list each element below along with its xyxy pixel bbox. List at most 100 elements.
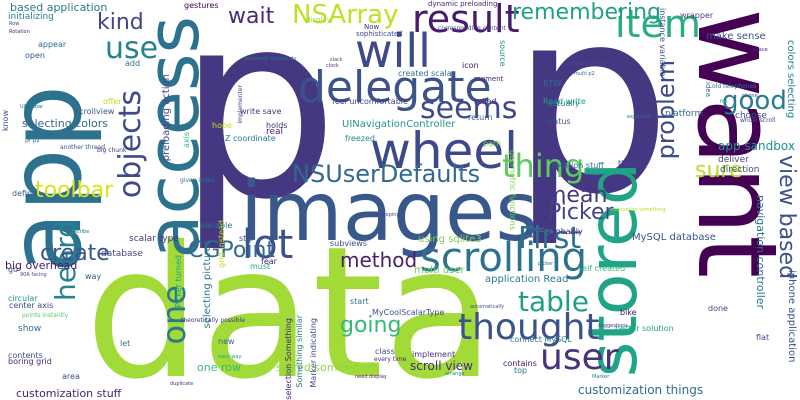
word-kind: kind <box>97 10 144 35</box>
word-circular: circular <box>8 294 38 303</box>
word-write-save: write save <box>240 107 282 116</box>
word-stored-somewhere: stored somewhere <box>276 361 379 374</box>
word-self-created: self created <box>578 264 626 273</box>
word-every-time: every time <box>374 356 407 363</box>
word-probably: Probably <box>548 227 583 236</box>
word-need-display: need display <box>355 374 387 380</box>
word-boring-grid: boring grid <box>8 357 52 366</box>
word-center-axis: center axis <box>9 301 54 310</box>
word-delegate: delegate <box>298 62 492 113</box>
word-automatically: automatically <box>470 304 505 310</box>
word-something-similar: Something similar <box>295 315 304 388</box>
word-duplicate: duplicate <box>170 381 194 387</box>
word-done: done <box>708 304 728 313</box>
word-deliver: deliver <box>718 155 749 165</box>
word-method: method <box>340 248 418 272</box>
word-cgpoint: CGPoint <box>188 238 276 263</box>
word-old-telephones: old telephones <box>712 83 757 90</box>
word-table: table <box>518 285 589 318</box>
word-variable: variable <box>200 221 233 230</box>
word-better-solution: better solution <box>615 324 674 333</box>
word-path: path <box>483 139 502 148</box>
word-multi-p2: multi p2 <box>574 71 595 77</box>
word-app-sandbox: app sandbox <box>718 139 795 153</box>
word-first: First <box>518 221 582 256</box>
word-use: use <box>105 31 159 66</box>
word-gestures: gestures <box>184 1 219 10</box>
word-clock: clock <box>326 63 339 69</box>
word-phone: phone <box>742 93 758 99</box>
word-wait: wait <box>228 4 275 29</box>
word-flat: flat <box>756 333 770 342</box>
word-status: status <box>546 117 571 126</box>
word-scroll-view: scroll view <box>410 359 473 373</box>
word-create: create <box>40 241 110 266</box>
word-idea: idea <box>704 82 712 97</box>
word-scrolling: scrolling <box>420 235 587 281</box>
word-sophisticated: sophisticated <box>356 30 403 38</box>
word-given-index: given index <box>180 177 215 184</box>
word-implement: implement <box>412 350 456 359</box>
word-appear: appear <box>38 40 67 49</box>
word-application-read: application Read <box>485 274 569 285</box>
word-lot: lot <box>242 222 294 268</box>
word-class: class <box>375 347 395 356</box>
word-navigation-controller: navigation controller <box>754 195 767 310</box>
word-fear: fear <box>261 257 277 266</box>
word-data: data <box>85 207 495 400</box>
word-axis: axis <box>182 132 191 149</box>
word-mycoolscalartype: MyCoolScalarType <box>372 308 445 317</box>
word-preloading-action: preloading action <box>161 74 172 162</box>
word-wheel: wheel <box>370 122 518 180</box>
word-p-1: p <box>177 0 339 256</box>
word-bike: bike <box>620 308 637 317</box>
word-real: real <box>266 127 284 137</box>
word-selecting-colors: selecting colors <box>22 117 109 130</box>
word-implementer: Implementer <box>237 85 244 124</box>
word-define: define <box>12 189 38 198</box>
word-toolbar: toolbar <box>35 178 114 203</box>
word-grid-instead: grid Instead <box>217 220 226 268</box>
word-selecting-pictures: selecting pictures <box>202 240 213 329</box>
word-uinavigationcontroller: UINavigationController <box>342 119 456 130</box>
word-actually: actually <box>548 99 580 108</box>
word-picker: Picker <box>548 200 614 225</box>
word-start: start <box>350 297 369 306</box>
word-big-overhead: big overhead <box>5 259 78 272</box>
word-90a-facing: 90A facing <box>20 272 47 278</box>
word-developing: developing <box>372 212 400 218</box>
word-icon: icon <box>462 61 479 70</box>
word-pl-p2: pl p2 <box>25 137 41 144</box>
word-thing: thing <box>502 147 585 185</box>
word-using-sqlite3: using sqlite3 <box>418 234 482 245</box>
word-describe: describe <box>68 229 90 235</box>
word-display: display <box>306 16 331 24</box>
word-now: Now <box>364 23 380 31</box>
word-go: go <box>8 265 18 274</box>
word-remembering: remembering <box>512 0 662 25</box>
word-freezed: freezed <box>345 134 375 143</box>
word-instance-variable: instance variable <box>658 8 667 77</box>
word-uitoolbar: UIToolbar <box>20 104 44 110</box>
word-way: way <box>85 272 102 281</box>
word-hope: hope <box>212 121 232 130</box>
word-marker: Marker <box>592 374 610 380</box>
word-database: database <box>101 249 143 259</box>
word-nsuserdefaults: NSUserDefaults <box>292 160 481 188</box>
word-open: open <box>25 51 45 60</box>
word-big-chunk: big chunk <box>97 147 127 154</box>
word-will: will <box>355 24 431 78</box>
word-multi-user: multi user <box>414 265 465 276</box>
word-know: know <box>1 110 10 132</box>
word-still: still <box>239 234 253 243</box>
word-customization-stuff: customization stuff <box>16 387 122 400</box>
word-result: result <box>412 0 520 41</box>
word-row: Row <box>9 21 20 27</box>
word-selection-something: selection Something <box>284 318 293 400</box>
word-contains: contains <box>503 359 537 368</box>
word-customize-something: customize something <box>612 207 666 213</box>
word-nsarray: NSArray <box>292 0 399 30</box>
word-user: user <box>540 337 619 378</box>
word-moment: moment <box>474 75 504 83</box>
word-slack: slack <box>330 57 343 63</box>
